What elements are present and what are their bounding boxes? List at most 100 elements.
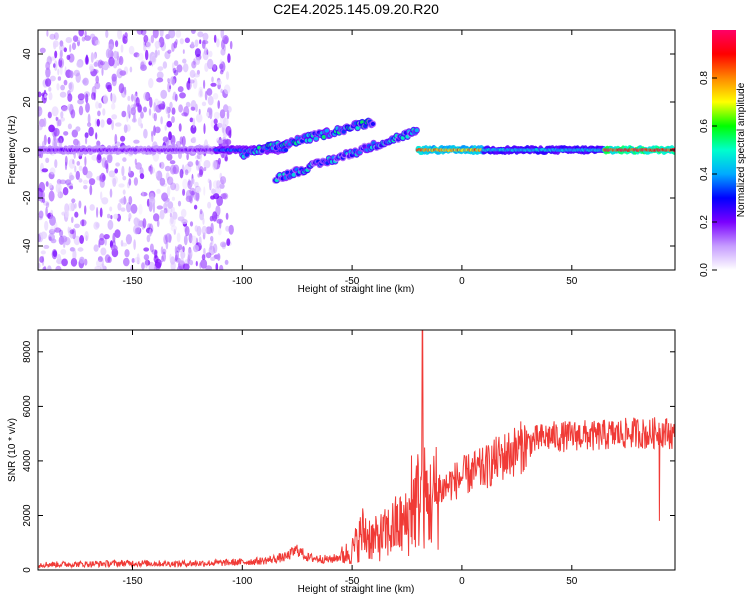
heatmap-cell	[321, 134, 326, 139]
heatmap-cell	[55, 116, 58, 121]
heatmap-cell	[38, 181, 46, 193]
heatmap-cell	[102, 61, 109, 71]
heatmap-cell	[182, 49, 185, 54]
heatmap-cell	[93, 61, 99, 67]
heatmap-cell	[144, 257, 149, 269]
heatmap-cell	[143, 44, 147, 52]
colorbar-tick-label: 0.2	[699, 215, 710, 229]
heatmap-cell	[155, 171, 158, 177]
heatmap-cell	[84, 132, 89, 139]
heatmap-cell	[195, 190, 200, 202]
heatmap-cell	[120, 135, 126, 142]
heatmap-cell	[194, 48, 201, 58]
heatmap-cell	[85, 93, 89, 104]
heatmap-cell	[71, 129, 79, 138]
heatmap-cell	[140, 192, 148, 197]
heatmap-cell	[179, 168, 184, 179]
heatmap-cell	[60, 84, 65, 91]
heatmap-cell	[220, 241, 227, 248]
heatmap-cell	[166, 153, 173, 161]
heatmap-cell	[214, 186, 222, 195]
heatmap-cell	[217, 157, 221, 165]
snr-frame	[37, 329, 676, 571]
heatmap-cell	[175, 30, 182, 38]
heatmap-cell	[187, 178, 191, 186]
heatmap-cell	[78, 165, 83, 172]
heatmap-cell	[159, 161, 165, 169]
heatmap-cell	[48, 228, 56, 235]
heatmap-cell	[157, 128, 160, 133]
heatmap-cell	[169, 253, 172, 262]
heatmap-cell	[76, 61, 83, 68]
heatmap-cell	[54, 50, 58, 59]
heatmap-cell	[158, 103, 166, 110]
heatmap-cell	[162, 136, 169, 143]
heatmap-cell	[220, 193, 227, 200]
heatmap-cell	[75, 126, 81, 132]
heatmap-cell	[182, 188, 186, 196]
x-tick-label: 50	[566, 276, 578, 287]
heatmap-cell	[189, 187, 196, 196]
y-tick-label: 0	[22, 567, 33, 573]
heatmap-cell	[216, 80, 222, 86]
heatmap-cell	[149, 96, 153, 108]
heatmap-cell	[217, 122, 223, 128]
heatmap-cell	[173, 69, 179, 76]
heatmap-cell	[100, 247, 107, 256]
heatmap-cell	[52, 250, 58, 257]
heatmap-cell	[48, 86, 52, 92]
heatmap-cell	[165, 106, 169, 115]
heatmap-cell	[228, 224, 234, 235]
colorbar: 0.0 0.2 0.4 0.6 0.8 Normalized spectral ampl…	[699, 30, 747, 277]
heatmap-cell	[195, 103, 198, 113]
heatmap-cell	[195, 159, 199, 166]
heatmap-cell	[47, 136, 51, 145]
heatmap-cell	[49, 215, 56, 226]
x-tick-label: 50	[566, 576, 578, 587]
heatmap-cell	[106, 117, 112, 125]
heatmap-cell	[79, 256, 85, 264]
heatmap-cell	[47, 265, 52, 270]
heatmap-cell	[142, 218, 147, 229]
heatmap-cell	[67, 93, 73, 102]
heatmap-cell	[171, 78, 176, 86]
heatmap-cell	[99, 207, 103, 218]
heatmap-cell	[69, 229, 75, 235]
heatmap-cell	[79, 235, 84, 244]
heatmap-cell	[71, 198, 76, 203]
heatmap-cell	[58, 187, 61, 198]
heatmap-cell	[140, 64, 147, 71]
heatmap-cell	[78, 200, 82, 209]
heatmap-cell	[149, 196, 156, 207]
heatmap-cell	[153, 112, 157, 122]
heatmap-cell	[203, 123, 206, 135]
heatmap-cell	[177, 86, 184, 93]
snr-panel: -150 -100 -50 0 50 0 2000 4000 6000 8000 Height …	[7, 329, 676, 595]
heatmap-cell	[205, 265, 212, 270]
heatmap-cell	[38, 124, 43, 131]
heatmap-cell	[136, 30, 144, 35]
heatmap-cell	[160, 246, 164, 255]
heatmap-cell	[148, 261, 155, 270]
heatmap-cell	[191, 190, 194, 198]
heatmap-cell	[84, 56, 89, 65]
heatmap-cell	[188, 233, 193, 244]
heatmap-cell	[170, 216, 174, 225]
heatmap-cell	[199, 89, 203, 97]
heatmap-cell	[98, 102, 102, 109]
heatmap-cell	[65, 179, 72, 186]
heatmap-cell	[92, 53, 97, 60]
heatmap-cell	[220, 88, 223, 94]
heatmap-cell	[221, 242, 226, 250]
heatmap-cell	[95, 222, 100, 228]
heatmap-cell	[91, 92, 96, 100]
heatmap-cell	[64, 210, 70, 218]
heatmap-cell	[133, 239, 136, 251]
heatmap-cell	[198, 86, 204, 95]
heatmap-cell	[42, 266, 47, 270]
heatmap-cell	[191, 235, 197, 245]
heatmap-cell	[128, 45, 135, 55]
heatmap-cell	[195, 113, 203, 123]
heatmap-cell	[166, 176, 174, 185]
heatmap-cell	[60, 111, 64, 119]
